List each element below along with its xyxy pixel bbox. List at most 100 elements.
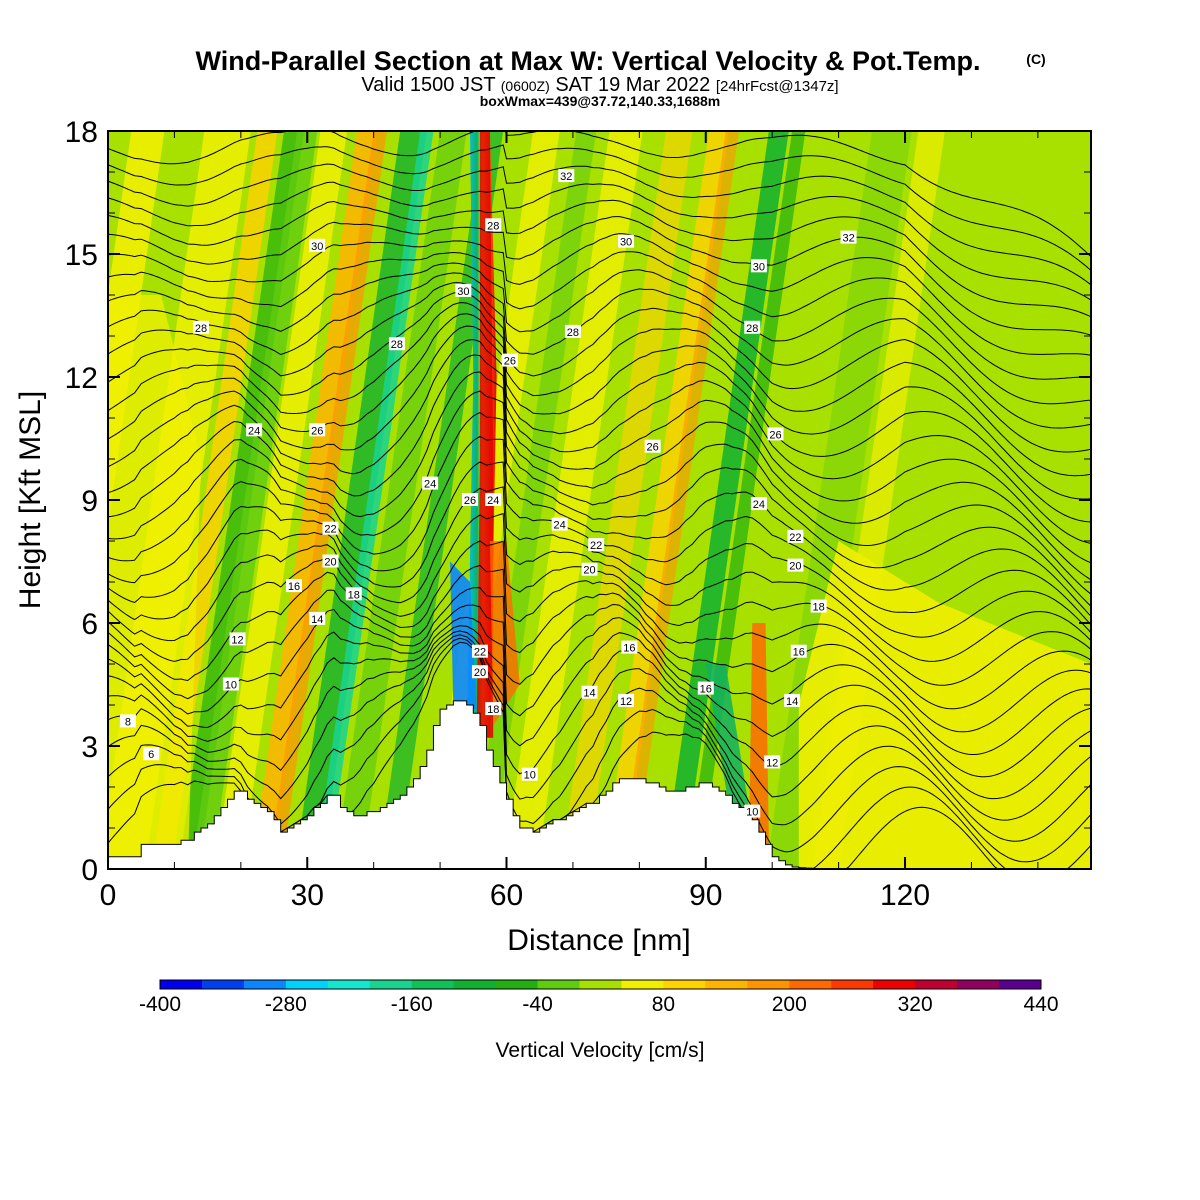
colorbar-swatch xyxy=(621,980,663,989)
contour-label: 18 xyxy=(346,587,362,601)
contour-label-text: 30 xyxy=(620,237,632,249)
contour-label-text: 30 xyxy=(457,286,469,298)
y-tick-label: 18 xyxy=(65,116,98,149)
contour-label-text: 12 xyxy=(620,696,632,708)
y-tick-label: 12 xyxy=(65,362,98,395)
contour-label: 10 xyxy=(744,805,760,819)
contour-label-text: 16 xyxy=(700,684,712,696)
contour-label: 16 xyxy=(621,641,637,655)
contour-label: 24 xyxy=(751,497,767,511)
colorbar-swatch xyxy=(999,980,1041,989)
contour-label: 28 xyxy=(193,321,209,335)
contour-label: 28 xyxy=(565,325,581,339)
contour-label-text: 32 xyxy=(560,171,572,183)
contour-label: 8 xyxy=(120,714,136,728)
contour-label: 20 xyxy=(323,555,339,569)
colorbar-swatch xyxy=(873,980,915,989)
contour-label: 18 xyxy=(811,600,827,614)
colorbar-swatch xyxy=(496,980,538,989)
forecast-info: [24hrFcst@1347z] xyxy=(716,78,839,95)
x-tick-label: 60 xyxy=(490,879,523,912)
y-tick-label: 9 xyxy=(81,485,98,518)
contour-label: 16 xyxy=(286,579,302,593)
colorbar-swatch xyxy=(370,980,412,989)
contour-label-text: 28 xyxy=(567,327,579,339)
contour-label: 16 xyxy=(791,645,807,659)
contour-label: 18 xyxy=(485,702,501,716)
contour-label-text: 24 xyxy=(248,425,260,437)
contour-label: 24 xyxy=(246,423,262,437)
colorbar-swatch xyxy=(328,980,370,989)
contour-label: 26 xyxy=(768,427,784,441)
contour-label-text: 14 xyxy=(311,614,323,626)
contour-label-text: 10 xyxy=(746,807,758,819)
chart-title: Wind-Parallel Section at Max W: Vertical… xyxy=(196,46,981,76)
colorbar-swatch xyxy=(202,980,244,989)
contour-label-text: 28 xyxy=(487,220,499,232)
y-axis-label: Height [Kft MSL] xyxy=(14,391,47,609)
contour-label: 20 xyxy=(472,665,488,679)
contour-label: 30 xyxy=(618,235,634,249)
contour-label-text: 18 xyxy=(348,589,360,601)
contour-label: 20 xyxy=(787,559,803,573)
contour-label: 10 xyxy=(223,678,239,692)
colorbar-swatch xyxy=(160,980,202,989)
contour-label: 20 xyxy=(582,563,598,577)
contour-label-text: 26 xyxy=(311,425,323,437)
colorbar-title: Vertical Velocity [cm/s] xyxy=(496,1039,705,1062)
contour-label: 6 xyxy=(143,747,159,761)
contour-label: 26 xyxy=(502,354,518,368)
copyright-mark: (C) xyxy=(1026,51,1045,67)
colorbar-tick-label: 440 xyxy=(1023,993,1058,1016)
contour-label: 12 xyxy=(764,755,780,769)
x-tick-label: 0 xyxy=(100,879,117,912)
contour-label: 28 xyxy=(389,337,405,351)
colorbar-swatch xyxy=(244,980,286,989)
contour-label: 16 xyxy=(698,682,714,696)
contour-label: 32 xyxy=(841,231,857,245)
contour-label: 24 xyxy=(485,493,501,507)
contour-label: 22 xyxy=(588,538,604,552)
contour-label: 32 xyxy=(558,169,574,183)
colorbar-swatch xyxy=(412,980,454,989)
contour-label-text: 20 xyxy=(474,667,486,679)
contour-label: 22 xyxy=(472,645,488,659)
contour-label-text: 8 xyxy=(125,716,131,728)
contour-label: 14 xyxy=(784,694,800,708)
contour-label: 14 xyxy=(582,686,598,700)
contour-label-text: 16 xyxy=(288,581,300,593)
colorbar-tick-label: -400 xyxy=(139,993,181,1016)
colorbar-tick-label: 320 xyxy=(898,993,933,1016)
contour-label-text: 16 xyxy=(623,643,635,655)
contour-label-text: 6 xyxy=(148,749,154,761)
contour-label: 14 xyxy=(309,612,325,626)
colorbar-swatch xyxy=(286,980,328,989)
contour-label-text: 26 xyxy=(647,442,659,454)
contour-label-text: 10 xyxy=(225,680,237,692)
colorbar-swatch xyxy=(747,980,789,989)
contour-label-text: 32 xyxy=(842,233,854,245)
contour-label: 26 xyxy=(462,493,478,507)
contour-label: 26 xyxy=(645,440,661,454)
contour-label: 24 xyxy=(552,518,568,532)
plot-area: 28 30 24 26 28 30 28 26 32 30 28 26 30 28 26 32 24 26 24 24… xyxy=(26,124,1091,910)
contour-label-text: 20 xyxy=(324,557,336,569)
contour-label-text: 26 xyxy=(464,495,476,507)
colorbar-swatch xyxy=(831,980,873,989)
contour-label-text: 24 xyxy=(487,495,499,507)
contour-label-text: 26 xyxy=(504,356,516,368)
x-axis-label: Distance [nm] xyxy=(507,924,690,957)
contour-label-text: 24 xyxy=(753,499,765,511)
colorbar-swatch xyxy=(454,980,496,989)
colorbar-tick-label: -280 xyxy=(265,993,307,1016)
contour-label-text: 14 xyxy=(583,688,595,700)
contour-label: 30 xyxy=(309,239,325,253)
contour-label-text: 22 xyxy=(789,532,801,544)
contour-label-text: 18 xyxy=(487,704,499,716)
contour-label: 22 xyxy=(323,522,339,536)
colorbar-swatch xyxy=(789,980,831,989)
contour-label-text: 28 xyxy=(746,323,758,335)
contour-label-text: 24 xyxy=(424,479,436,491)
contour-label-text: 12 xyxy=(231,634,243,646)
contour-label: 30 xyxy=(455,284,471,298)
